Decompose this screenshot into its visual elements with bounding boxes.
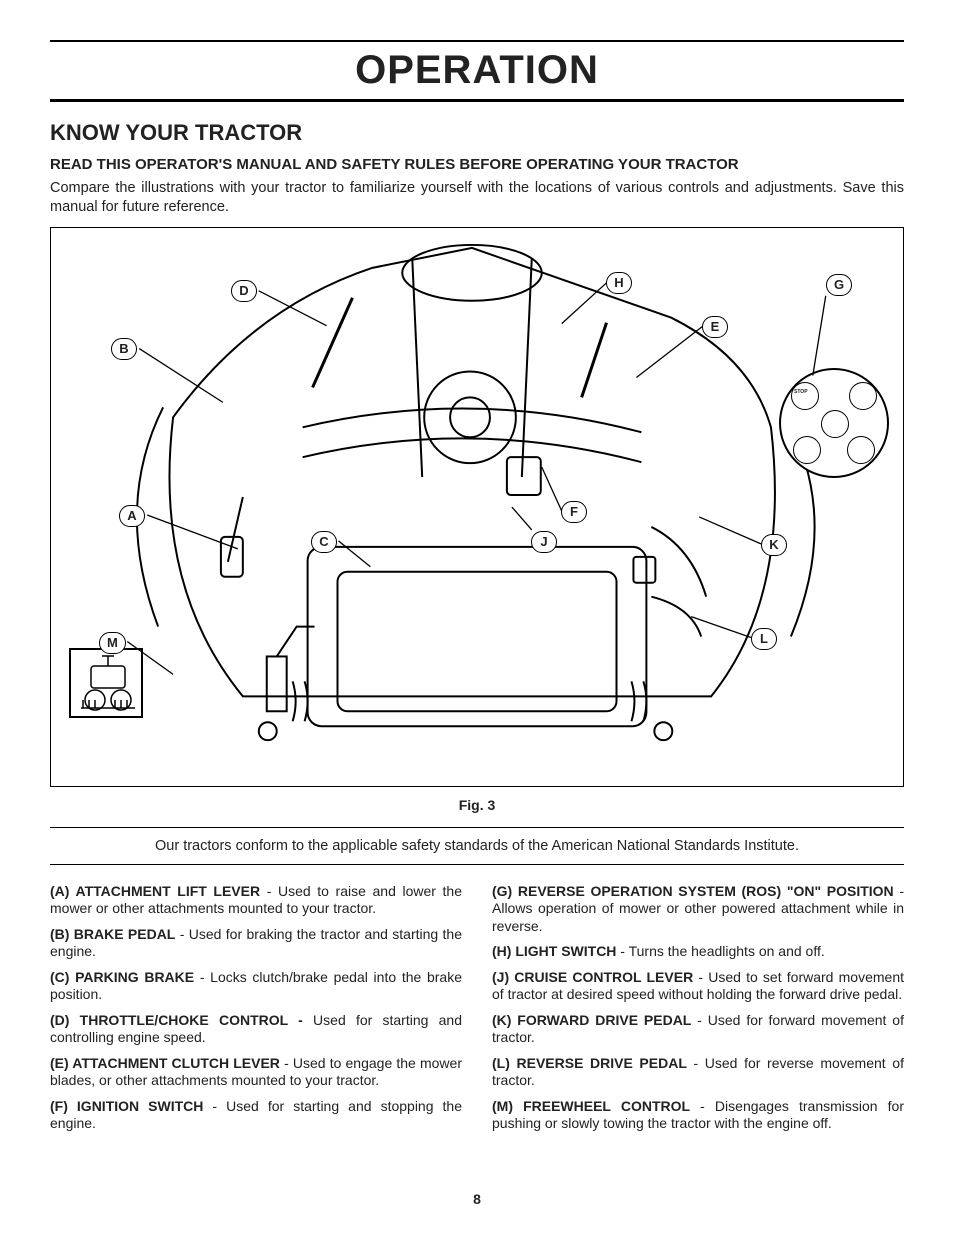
section-heading: KNOW YOUR TRACTOR xyxy=(50,120,904,146)
callout-d: D xyxy=(231,280,257,302)
control-item: (F) IGNITION SWITCH - Used for starting … xyxy=(50,1098,462,1133)
callout-b: B xyxy=(111,338,137,360)
control-item: (J) CRUISE CONTROL LEVER - Used to set f… xyxy=(492,969,904,1004)
control-item: (C) PARKING BRAKE - Locks clutch/brake p… xyxy=(50,969,462,1004)
control-item: (K) FORWARD DRIVE PEDAL - Used for forwa… xyxy=(492,1012,904,1047)
callout-k: K xyxy=(761,534,787,556)
conform-rule-bot xyxy=(50,864,904,865)
callout-l: L xyxy=(751,628,777,650)
control-item: (D) THROTTLE/CHOKE CONTROL - Used for st… xyxy=(50,1012,462,1047)
callout-h: H xyxy=(606,272,632,294)
control-item: (B) BRAKE PEDAL - Used for braking the t… xyxy=(50,926,462,961)
callout-a: A xyxy=(119,505,145,527)
figure-caption: Fig. 3 xyxy=(50,797,904,813)
freewheel-icon xyxy=(69,648,143,718)
tractor-diagram: STOP A B C D E F G H J K L M xyxy=(50,227,904,787)
conformance-statement: Our tractors conform to the applicable s… xyxy=(50,828,904,864)
control-item: (H) LIGHT SWITCH - Turns the headlights … xyxy=(492,943,904,961)
controls-left-column: (A) ATTACHMENT LIFT LEVER - Used to rais… xyxy=(50,883,462,1141)
page-title: OPERATION xyxy=(50,48,904,93)
title-rule xyxy=(50,99,904,102)
gauge-cluster-icon: STOP xyxy=(779,368,889,478)
callout-c: C xyxy=(311,531,337,553)
callout-j: J xyxy=(531,531,557,553)
callout-g: G xyxy=(826,274,852,296)
gauge-stop-label: STOP xyxy=(794,389,808,395)
control-item: (A) ATTACHMENT LIFT LEVER - Used to rais… xyxy=(50,883,462,918)
callout-m: M xyxy=(99,632,126,654)
control-item: (L) REVERSE DRIVE PEDAL - Used for rever… xyxy=(492,1055,904,1090)
control-item: (M) FREEWHEEL CONTROL - Disengages trans… xyxy=(492,1098,904,1133)
page-number: 8 xyxy=(0,1191,954,1207)
control-item: (G) REVERSE OPERATION SYSTEM (ROS) "ON" … xyxy=(492,883,904,936)
top-rule xyxy=(50,40,904,42)
sub-heading: READ THIS OPERATOR'S MANUAL AND SAFETY R… xyxy=(50,156,904,173)
control-item: (E) ATTACHMENT CLUTCH LEVER - Used to en… xyxy=(50,1055,462,1090)
callout-e: E xyxy=(702,316,728,338)
controls-right-column: (G) REVERSE OPERATION SYSTEM (ROS) "ON" … xyxy=(492,883,904,1141)
controls-columns: (A) ATTACHMENT LIFT LEVER - Used to rais… xyxy=(50,883,904,1141)
callout-f: F xyxy=(561,501,587,523)
intro-text: Compare the illustrations with your trac… xyxy=(50,179,904,217)
tractor-svg xyxy=(51,228,903,786)
